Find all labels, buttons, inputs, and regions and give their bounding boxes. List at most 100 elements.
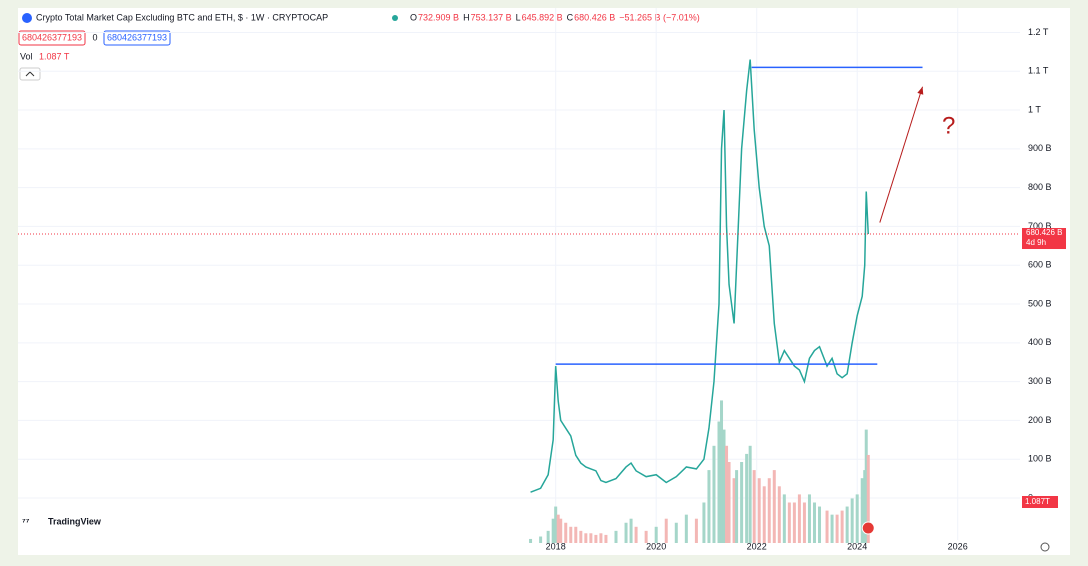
volume-bar (624, 522, 628, 543)
y-tick-label: 900 B (1028, 143, 1052, 153)
box (18, 30, 86, 46)
y-tick-label: 200 B (1028, 415, 1052, 425)
volume-bar (564, 522, 568, 543)
y-tick-label: 1 T (1028, 104, 1041, 114)
volume-bar (830, 514, 834, 543)
volume-bar (725, 445, 729, 543)
volume-bar (539, 536, 543, 543)
volume-bar (722, 429, 726, 543)
volume-tag-label: 1.087T (1025, 497, 1050, 506)
volume-bar (589, 533, 593, 543)
volume-bar (807, 494, 811, 543)
volume-bar (604, 534, 608, 543)
volume-bar (792, 502, 796, 543)
ohlc-value: 732.909 B (418, 12, 459, 22)
price-tag-label: 680.426 B (1026, 228, 1062, 237)
volume-bar (569, 526, 573, 543)
y-tick-label: 700 B (1028, 221, 1052, 231)
volume-bar (594, 534, 598, 543)
ohlc-value: 753.137 B (471, 12, 512, 22)
volume-bar (735, 470, 739, 543)
y-tick-label: 800 B (1028, 182, 1052, 192)
volume-bar (644, 530, 648, 543)
volume-bar (574, 526, 578, 543)
chevron (25, 71, 35, 77)
volume-bar (864, 429, 868, 543)
price-tag (1022, 228, 1066, 250)
settings-icon[interactable] (1040, 542, 1050, 552)
ohlc-key: C (567, 12, 574, 22)
volume-bar (727, 462, 731, 543)
volume-bar (863, 470, 867, 543)
ohlc-value: 680.426 B (574, 12, 615, 22)
volume-bar (818, 506, 822, 543)
ohlc-value: 645.892 B (522, 12, 563, 22)
y-tick-label: 300 B (1028, 376, 1052, 386)
volume-bar (802, 502, 806, 543)
ohlc-key: H (463, 12, 470, 22)
y-tick-label: 500 B (1028, 298, 1052, 308)
collapse-button[interactable] (19, 67, 41, 81)
volume-bar (546, 530, 550, 543)
volume-bar (654, 526, 658, 543)
volume-bar (634, 526, 638, 543)
volume-bar (752, 470, 756, 543)
volume-bar (664, 518, 668, 543)
volume-bar (777, 486, 781, 543)
volume-bar (579, 530, 583, 543)
price-line (530, 59, 870, 493)
arrow-line (879, 86, 923, 223)
volume-bar (740, 462, 744, 543)
volume-bar (845, 506, 849, 543)
volume-label: Vol (20, 51, 33, 61)
flag-icon (861, 521, 875, 535)
ohlc-key: O (410, 12, 417, 22)
y-tick-label: 1.2 T (1028, 27, 1049, 37)
volume-bar (757, 478, 761, 543)
y-tick-label: 600 B (1028, 260, 1052, 270)
volume-bar (860, 478, 864, 543)
volume-bar (684, 514, 688, 543)
y-tick-label: 1.1 T (1028, 66, 1049, 76)
volume-bar (556, 514, 560, 543)
volume-bar (772, 470, 776, 543)
x-tick-label: 2024 (847, 541, 867, 551)
volume-bar (712, 445, 716, 543)
logo-mark: ⁷⁷ (22, 516, 30, 526)
box (103, 30, 171, 46)
volume-bar (762, 486, 766, 543)
symbol-icon (22, 13, 32, 23)
volume-bar (707, 470, 711, 543)
volume-bar (748, 445, 752, 543)
volume-bar (694, 518, 698, 543)
box-text: 680426377193 (22, 32, 82, 42)
volume-bar (850, 498, 854, 543)
volume-bar (559, 518, 563, 543)
volume-bar (584, 533, 588, 543)
volume-bar (825, 510, 829, 543)
status-dot (392, 15, 398, 21)
volume-bar (782, 494, 786, 543)
arrow-head (917, 86, 924, 95)
volume-bar (732, 478, 736, 543)
x-tick-label: 2022 (747, 541, 767, 551)
y-tick-label: 100 B (1028, 454, 1052, 464)
chart-panel (18, 8, 1070, 555)
volume-bar (599, 533, 603, 543)
volume-value: 1.087 T (39, 51, 70, 61)
price-tag-countdown: 4d 9h (1026, 238, 1046, 247)
volume-bar (717, 421, 721, 543)
volume-bar (866, 454, 870, 543)
change: −51.265 B (−7.01%) (619, 12, 700, 22)
volume-bar (745, 453, 749, 543)
volume-bar (529, 538, 533, 543)
volume-bar (629, 518, 633, 543)
volume-bar (554, 506, 558, 543)
logo: TradingView (48, 516, 102, 526)
x-tick-label: 2020 (646, 541, 666, 551)
chart-title: Crypto Total Market Cap Excluding BTC an… (36, 12, 328, 22)
volume-bar (797, 494, 801, 543)
volume-tag (1022, 496, 1058, 508)
volume-bar (702, 502, 706, 543)
